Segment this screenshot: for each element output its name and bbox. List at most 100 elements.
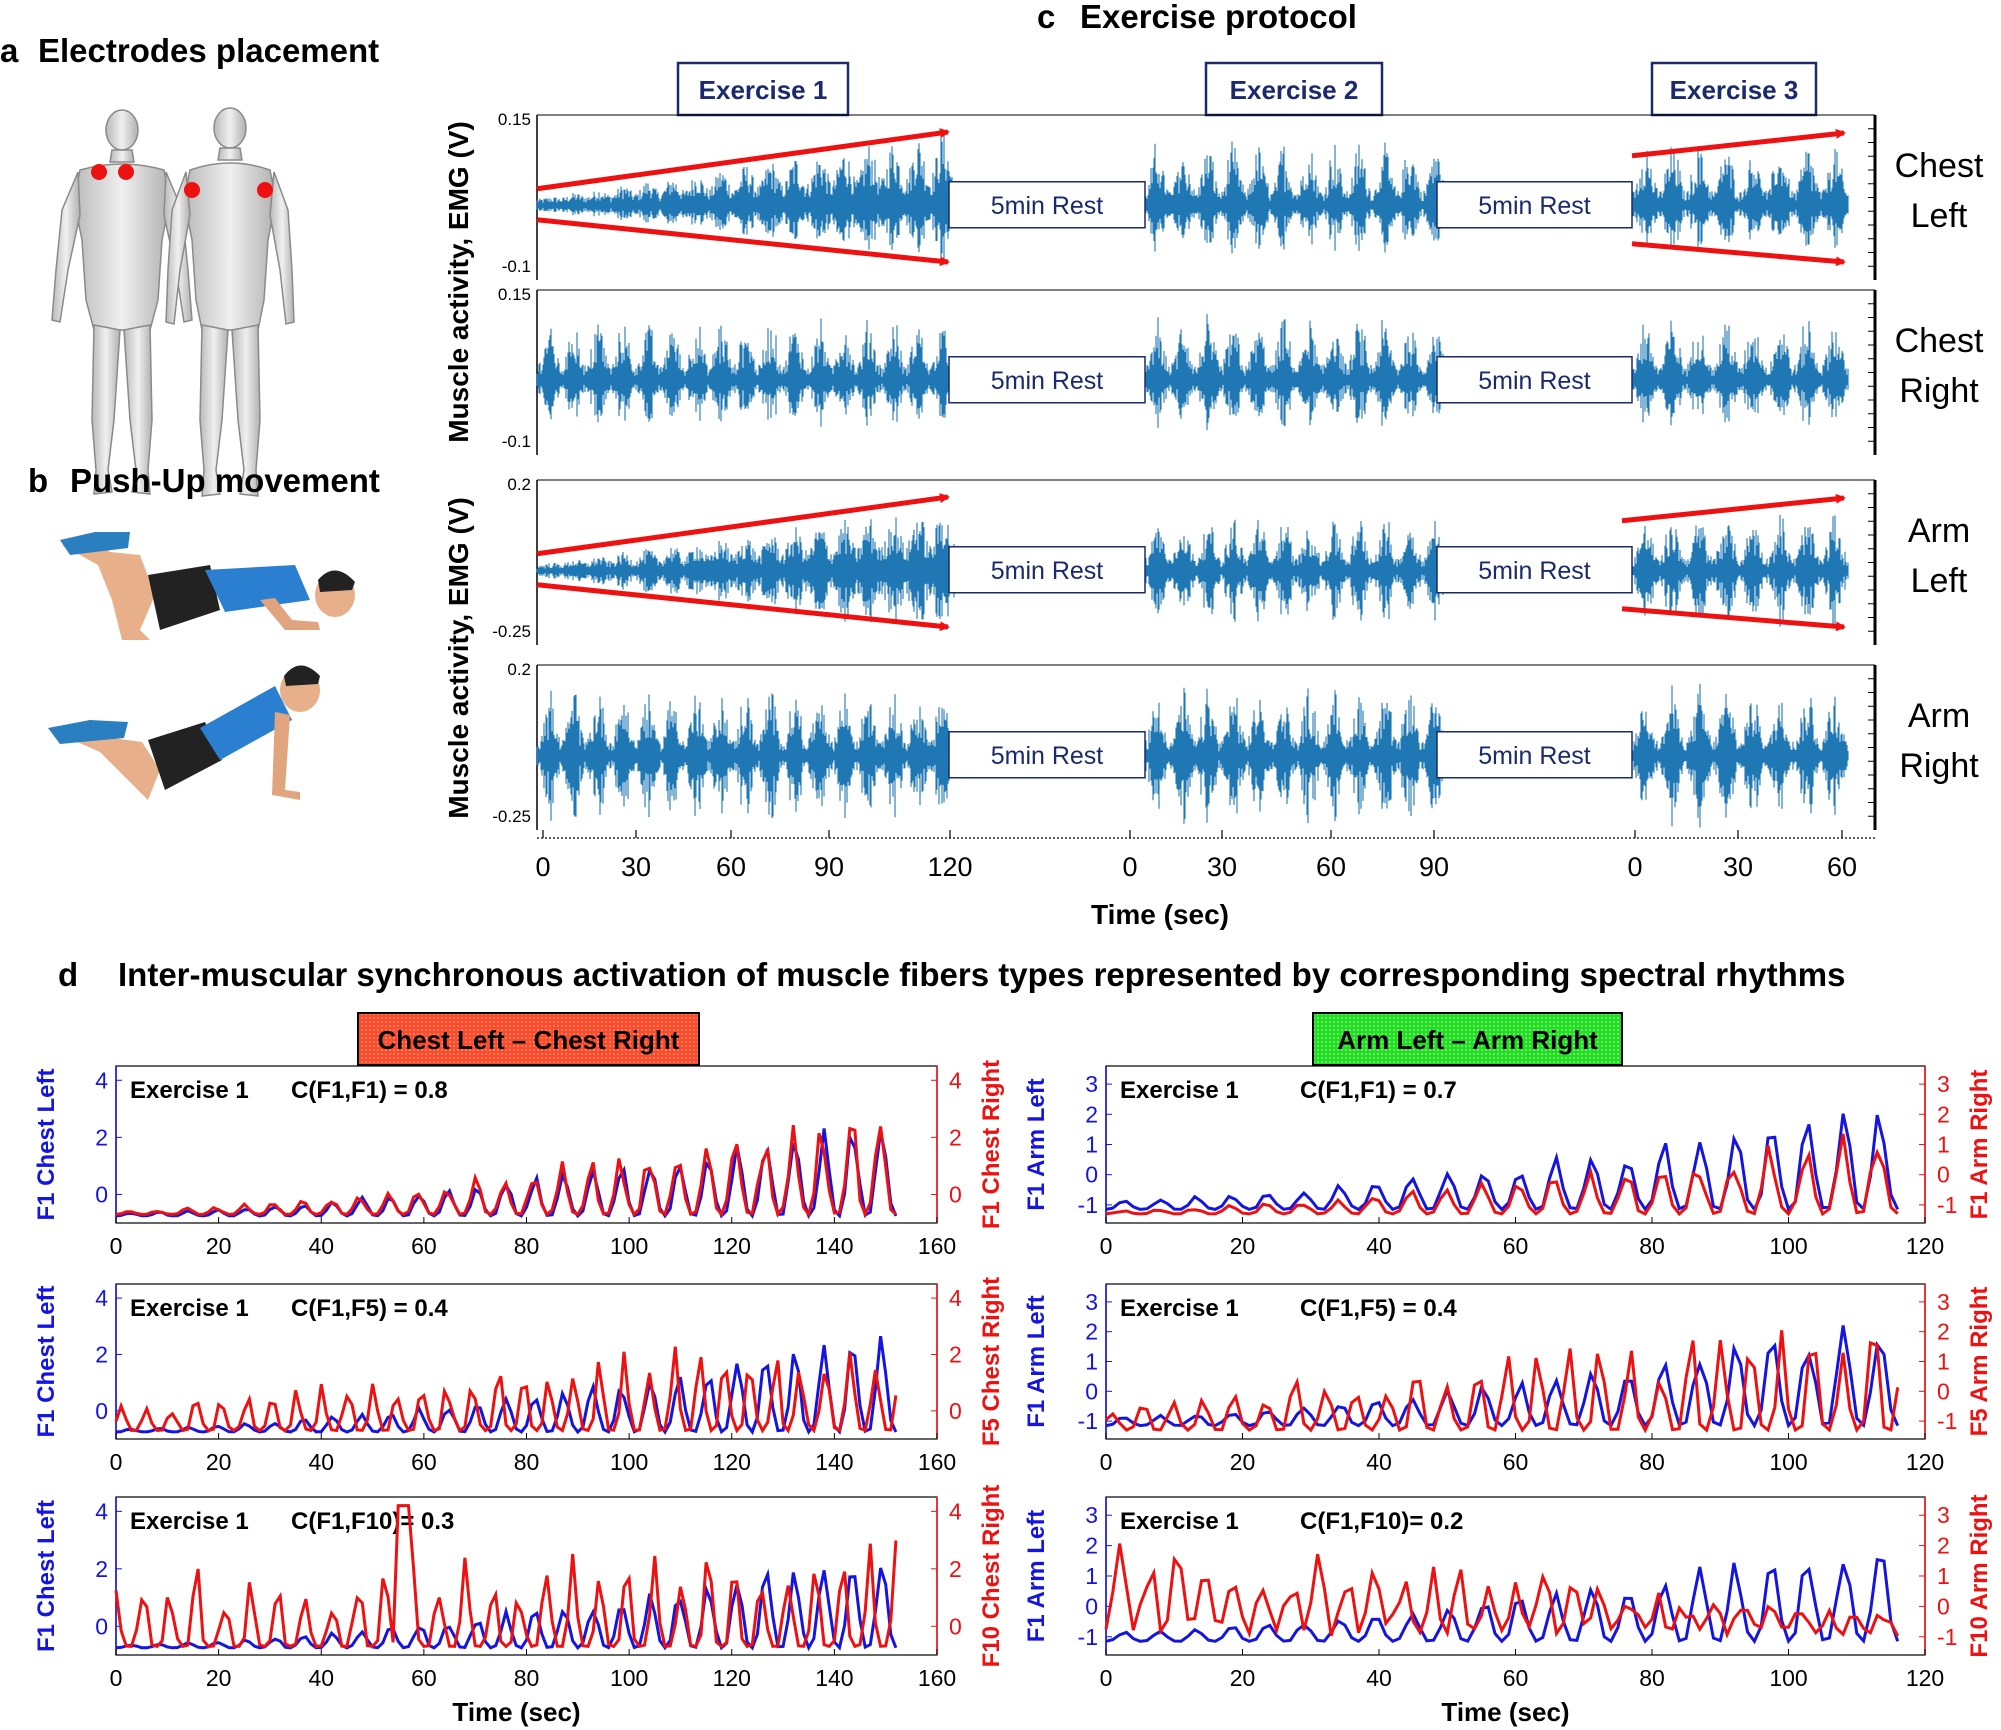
left-series-line [115,1567,898,1652]
panel-c-letter: c [1037,0,1055,35]
y-tick-label-right: 3 [1937,1289,1950,1315]
exercise-label: Exercise 1 [699,75,828,105]
trend-arrow [536,128,950,192]
x-tick-label: 100 [610,1665,648,1691]
x-tick-label: 0 [1100,1449,1113,1475]
exercise-label-box [676,61,850,117]
x-tick-label: 20 [1230,1233,1256,1259]
rest-label: 5min Rest [991,557,1104,585]
x-tick-label: 60 [411,1449,437,1475]
exercise-label: Exercise 3 [1670,75,1799,105]
x-tick-label: 60 [1503,1665,1529,1691]
panel-a-title: Electrodes placement [38,32,379,69]
y-tick-label-left: 4 [95,1285,108,1311]
x-tick-label: 100 [1769,1449,1807,1475]
y-tick-label-right: 2 [1937,1319,1950,1345]
x-tick-label: 40 [1366,1665,1392,1691]
emg-signal-trace [1631,683,1849,828]
body-back-figure [165,107,295,497]
correlation-annotation: C(F1,F1) = 0.8 [291,1077,448,1104]
panel-c: c Exercise protocol Exercise 1 Exercise 2… [443,0,1984,930]
x-tick-label: 100 [1769,1665,1807,1691]
x-axis-label: Time (sec) [452,1697,580,1727]
exercise-label-box [1650,61,1818,117]
x-tick-label: 40 [308,1233,334,1259]
emg-signal-trace [1144,314,1449,430]
right-series-line [1105,1133,1899,1217]
exercise-annotation: Exercise 1 [1120,1077,1239,1104]
emg-signal-trace [536,517,956,624]
y-tick-label-right: -1 [1937,1192,1957,1218]
left-ylabel: F1 Chest Left [33,1500,60,1652]
x-tick-label: 20 [206,1449,232,1475]
x-tick-label: 20 [1230,1449,1256,1475]
x-tick-label: 80 [514,1449,540,1475]
x-tick-label: 160 [918,1665,956,1691]
emg-ymin-label: -0.25 [492,622,531,641]
x-tick-label: 100 [1769,1233,1807,1259]
panel-d-title: Inter-muscular synchronous activation of… [118,956,1845,993]
x-tick-label: 140 [815,1665,853,1691]
emg-ymax-label: 0.15 [498,285,531,304]
y-tick-label-right: 3 [1937,1502,1950,1528]
right-ylabel: F1 Chest Right [978,1060,1005,1229]
emg-signal-trace [1144,519,1449,622]
x-tick-label: 120 [1906,1233,1944,1259]
exercise-annotation: Exercise 1 [130,1508,249,1535]
emg-row: 0.15 -0.1 5min Rest 5min Rest Chest Right [498,285,1984,455]
x-tick-label: 60 [411,1665,437,1691]
left-ylabel: F1 Arm Left [1023,1510,1050,1642]
emg-row: 0.15 -0.1 5min Rest 5min Rest Chest Left [498,110,1984,280]
y-tick-label-left: 1 [1085,1563,1098,1589]
rest-label: 5min Rest [991,367,1104,395]
y-tick-label-left: 0 [1085,1378,1098,1404]
right-ylabel: F10 Chest Right [978,1485,1005,1668]
rest-label: 5min Rest [991,742,1104,770]
right-series-line [1104,1543,1900,1639]
rest-box [948,181,1146,229]
emg-x-tick-label: 0 [535,852,550,882]
x-tick-label: 160 [918,1233,956,1259]
emg-signal-trace [536,690,956,821]
x-tick-label: 140 [815,1449,853,1475]
chest-right-electrode [118,164,134,180]
left-ylabel: F1 Chest Left [33,1068,60,1220]
group-label: Arm Left – Arm Right [1337,1025,1598,1055]
panel-a: a Electrodes placement [0,32,379,497]
right-series-line [114,1504,898,1649]
y-tick-label-right: 2 [949,1124,962,1150]
y-tick-label-left: 3 [1085,1071,1098,1097]
emg-ylabel-arm: Muscle activity, EMG (V) [443,497,474,819]
emg-ymin-label: -0.1 [502,257,531,276]
group-label-box [1312,1012,1623,1066]
x-tick-label: 80 [1639,1233,1665,1259]
y-tick-label-right: 4 [949,1498,962,1524]
emg-row-name-line2: Left [1911,197,1968,235]
rest-label: 5min Rest [1478,367,1591,395]
x-tick-label: 20 [206,1233,232,1259]
x-tick-label: 80 [514,1233,540,1259]
y-tick-label-left: 0 [1085,1593,1098,1619]
arm-right-electrode [257,182,273,198]
x-tick-label: 60 [1503,1233,1529,1259]
x-tick-label: 0 [110,1449,123,1475]
x-tick-label: 40 [308,1665,334,1691]
y-tick-label-left: -1 [1078,1192,1098,1218]
y-tick-label-left: 2 [1085,1101,1098,1127]
x-tick-label: 120 [713,1665,751,1691]
x-tick-label: 20 [1230,1665,1256,1691]
emg-row: 0.2 -0.25 5min Rest 5min Rest Arm Right [492,660,1979,830]
arm-left-electrode [184,182,200,198]
x-tick-label: 40 [1366,1449,1392,1475]
x-tick-label: 80 [1639,1449,1665,1475]
emg-x-tick-label: 30 [1207,852,1237,882]
correlation-annotation: C(F1,F1) = 0.7 [1300,1077,1457,1104]
emg-row-name: Chest [1895,147,1984,185]
group-label: Chest Left – Chest Right [378,1025,680,1055]
emg-row-name-line2: Right [1899,372,1979,410]
correlation-annotation: C(F1,F5) = 0.4 [291,1295,448,1322]
left-ylabel: F1 Chest Left [33,1285,60,1437]
y-tick-label-right: 2 [949,1341,962,1367]
